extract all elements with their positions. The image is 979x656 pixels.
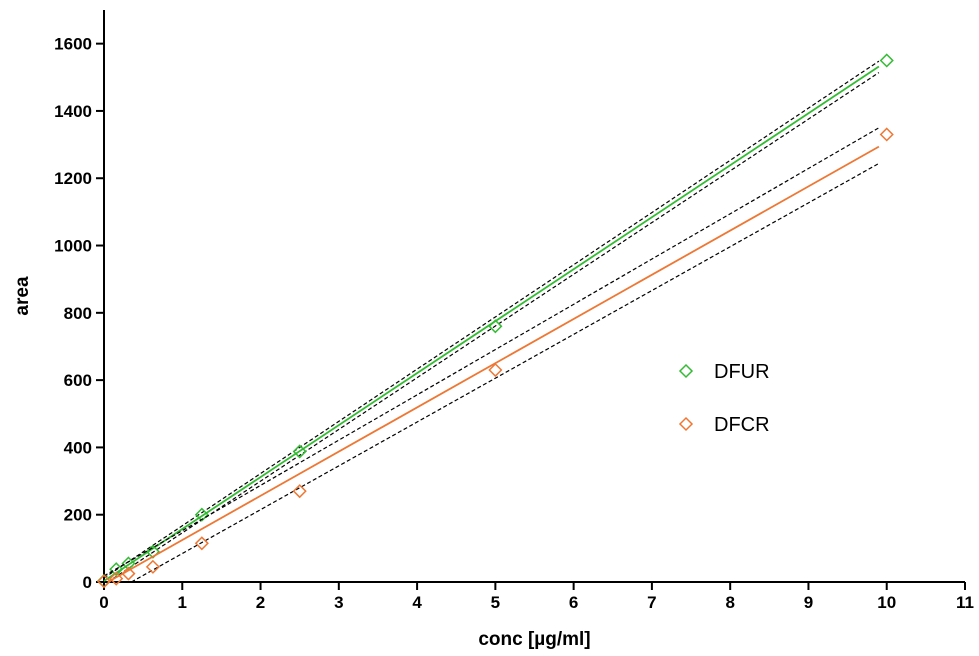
dfcr-data-point (488, 362, 503, 378)
legend-marker-dfur (678, 363, 694, 379)
dfcr-data-point (194, 536, 209, 551)
dfcr-confidence-upper-line (103, 127, 880, 577)
legend-item-dfcr: DFCR (678, 414, 770, 436)
x-tick-label: 6 (569, 593, 578, 612)
x-tick-label: 3 (334, 593, 343, 612)
y-tick-label: 800 (64, 304, 92, 323)
x-tick-label: 5 (491, 593, 500, 612)
x-tick-label: 11 (956, 593, 974, 612)
dfcr-data-point (121, 566, 136, 581)
x-tick-label: 4 (412, 593, 422, 612)
dfur-data-point (109, 562, 124, 577)
axes: 0 1 2 3 4 5 6 7 8 9 10 11 0 200 400 600 800 1000 1200 1400… (54, 10, 974, 612)
x-tick-label: 7 (647, 593, 656, 612)
y-tick-label: 200 (64, 506, 92, 525)
y-ticks: 0 200 400 600 800 1000 1200 1400 1600 (54, 35, 104, 592)
x-tick-label: 8 (725, 593, 734, 612)
dfur-data-point (292, 444, 307, 459)
dfcr-data-point (96, 574, 112, 589)
dfur-data-point (194, 507, 209, 522)
x-tick-label: 9 (804, 593, 813, 612)
legend-marker-dfcr (678, 416, 694, 432)
y-tick-label: 600 (64, 371, 92, 390)
dfur-confidence-lower-line (107, 72, 880, 583)
dfcr-data-point (109, 571, 124, 586)
y-tick-label: 0 (83, 573, 92, 592)
x-tick-label: 2 (256, 593, 265, 612)
y-tick-label: 400 (64, 438, 92, 457)
legend-label-dfcr: DFCR (714, 414, 770, 436)
dfcr-data-point (145, 559, 160, 574)
dfcr-data-point (879, 127, 894, 142)
legend-item-dfur: DFUR (678, 361, 770, 383)
x-tick-label: 0 (99, 593, 108, 612)
dfur-data-point (488, 319, 503, 334)
dfcr-fit-line (107, 145, 880, 583)
dfur-confidence-upper-line (103, 60, 880, 579)
x-axis-title: conc [µg/ml] (478, 629, 590, 650)
x-ticks: 0 1 2 3 4 5 6 7 8 9 10 11 (99, 582, 974, 612)
x-tick-label: 10 (877, 593, 896, 612)
y-axis-title: area (12, 276, 33, 316)
x-tick-label: 1 (178, 593, 187, 612)
y-tick-label: 1000 (54, 237, 92, 256)
y-tick-label: 1200 (54, 169, 92, 188)
y-tick-label: 1600 (54, 35, 92, 54)
legend: DFUR DFCR (678, 361, 770, 436)
plot-area (96, 53, 894, 589)
dfcr-data-point (292, 484, 307, 499)
y-tick-label: 1400 (54, 102, 92, 121)
legend-label-dfur: DFUR (714, 361, 770, 383)
dfur-data-point (879, 53, 894, 68)
